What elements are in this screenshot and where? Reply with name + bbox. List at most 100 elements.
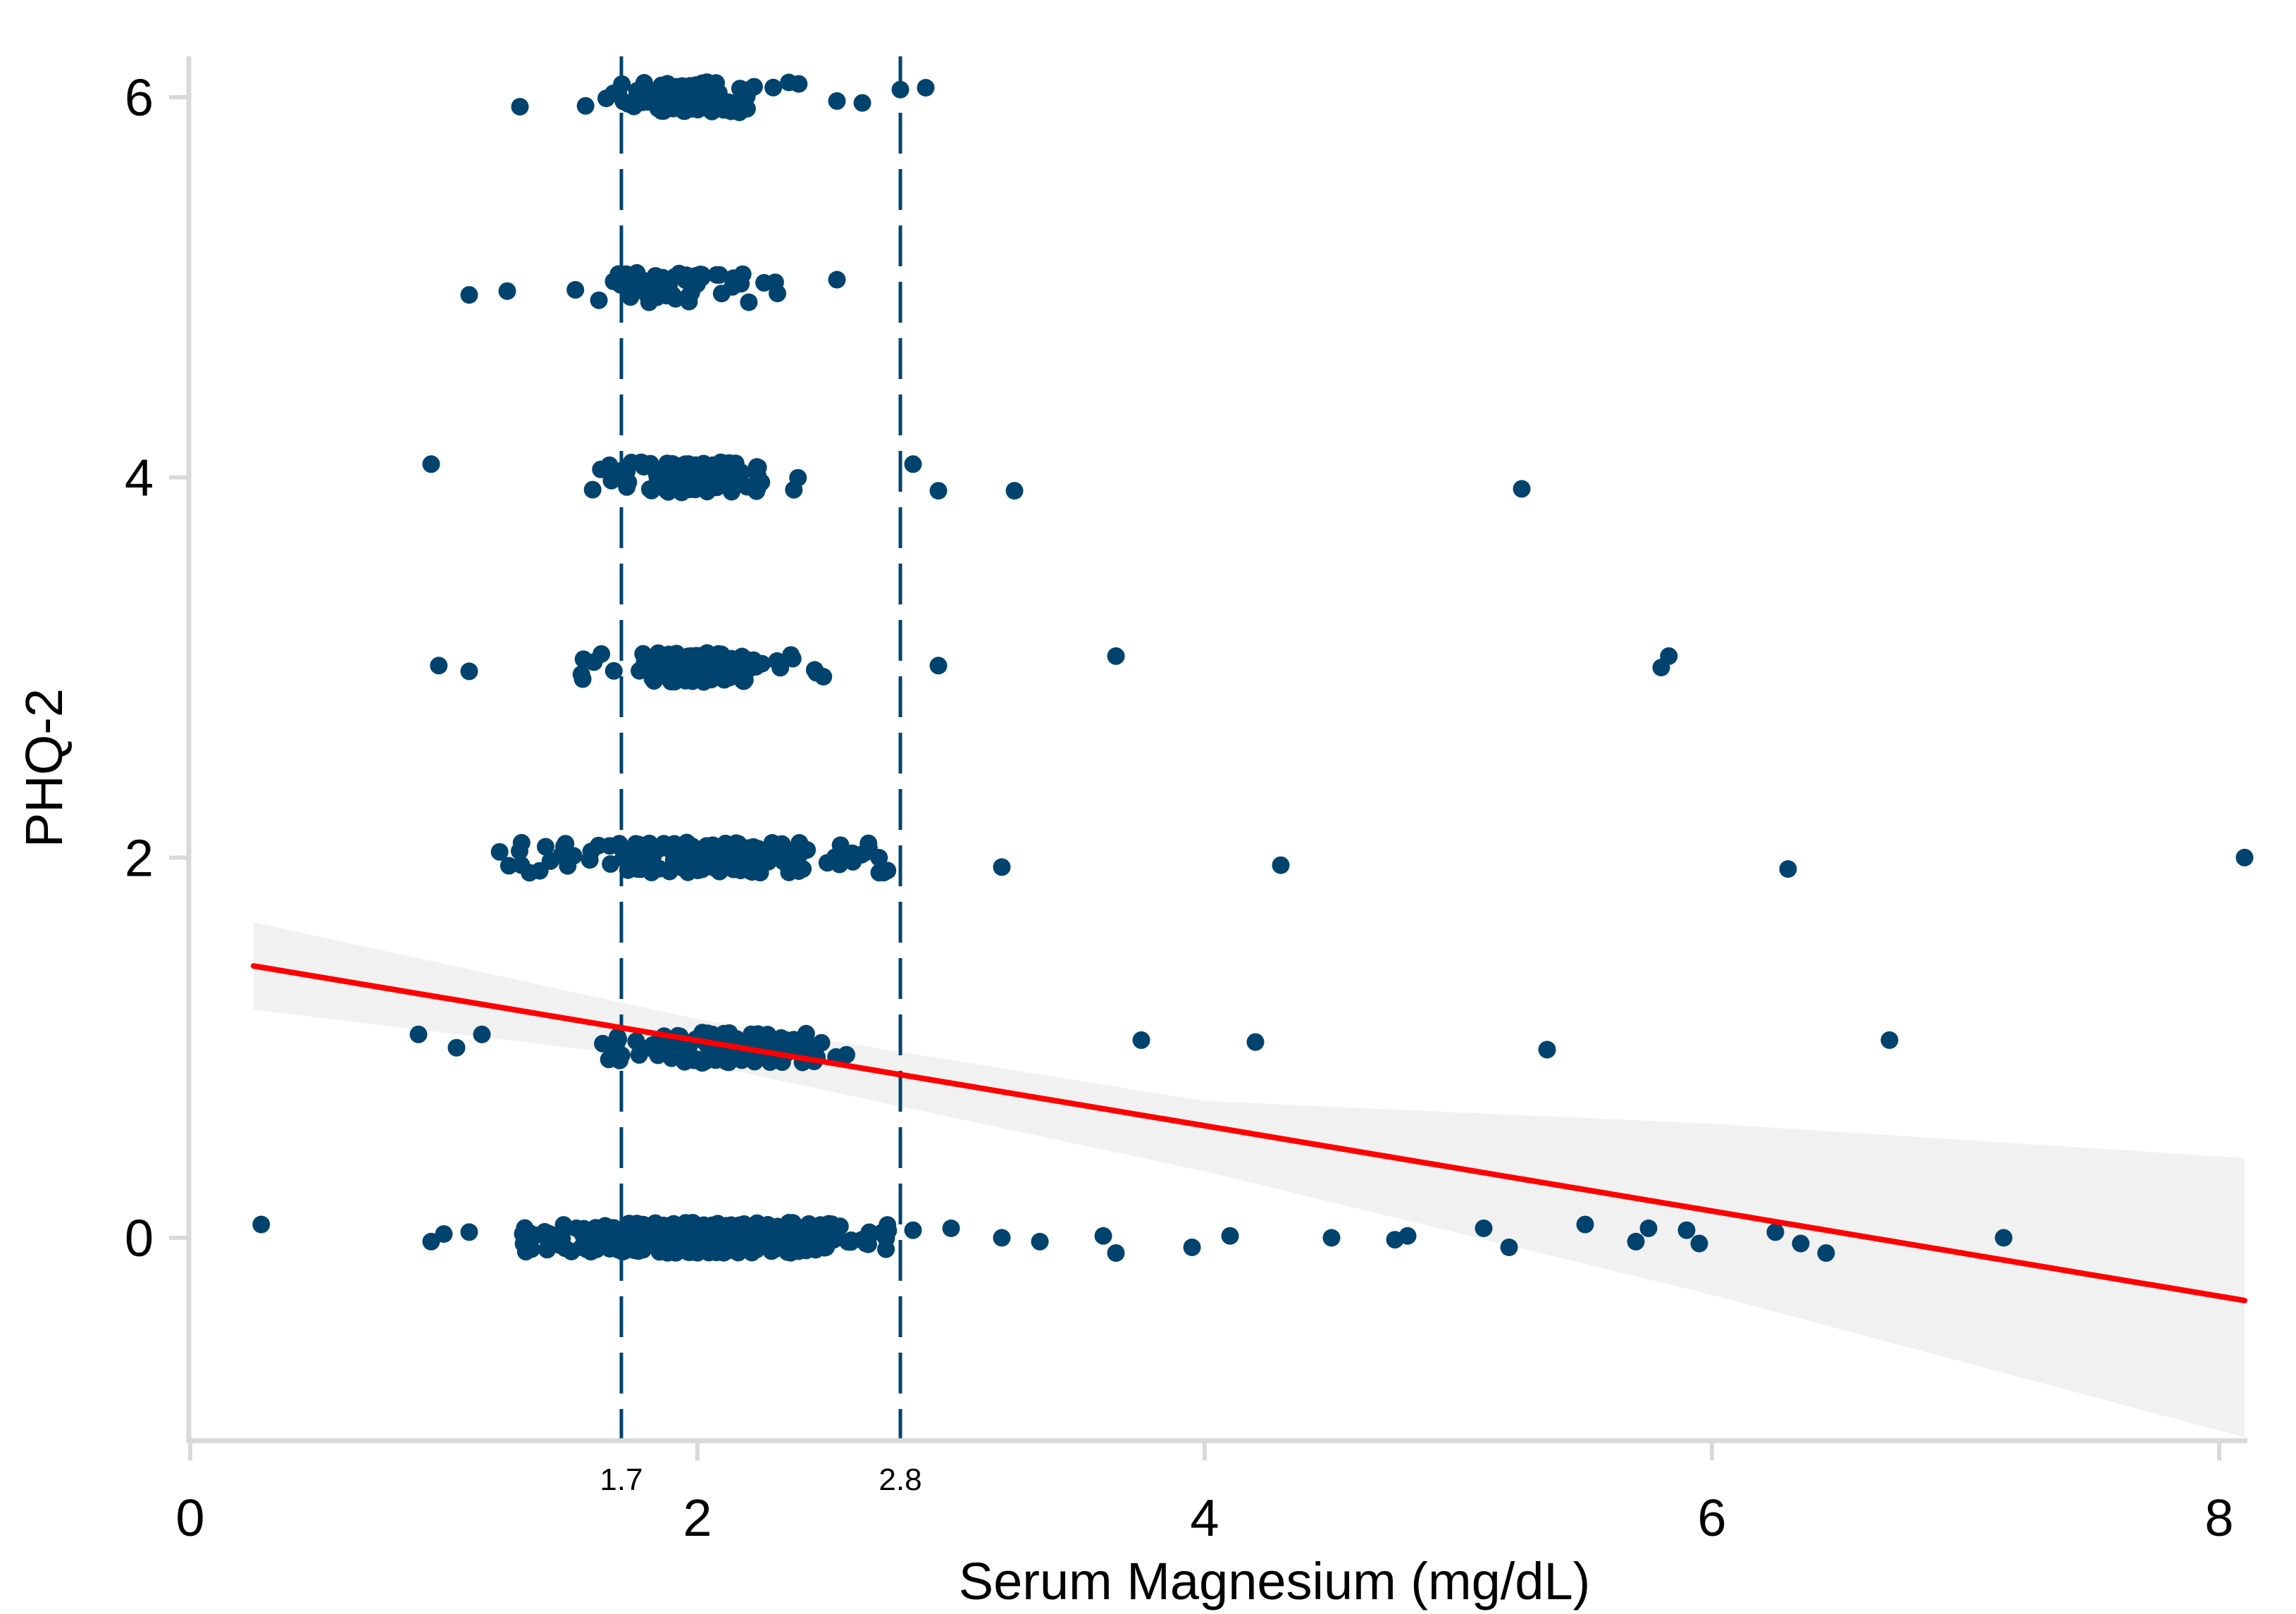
data-point [748,466,767,485]
data-point [640,1039,659,1057]
data-point [614,92,633,111]
x-tick-label: 8 [2204,1489,2233,1547]
data-point [733,265,752,283]
data-point [800,1215,818,1233]
data-point [771,659,790,677]
fit-line [251,963,2247,1304]
data-point [1031,1232,1049,1250]
data-point [2235,848,2254,867]
data-point [1272,856,1290,874]
data-point [658,273,676,292]
data-point [781,1228,800,1246]
data-point [712,462,730,480]
data-point [673,1241,691,1259]
data-point [604,1219,623,1237]
data-point [1132,1031,1150,1049]
data-point [764,78,783,97]
data-point [644,662,662,679]
data-point [790,862,808,880]
data-point [870,848,888,867]
data-point [555,838,573,856]
data-point [1107,1244,1125,1262]
data-point [740,293,758,311]
data-point [1677,1221,1696,1239]
data-point [650,859,669,878]
data-point [629,836,647,854]
data-point [807,1241,825,1259]
data-point [929,657,948,675]
data-point [627,1032,645,1050]
data-point [696,1053,714,1070]
data-point [638,93,657,111]
data-point [628,271,647,289]
data-point [498,282,516,300]
data-point [1183,1239,1201,1256]
data-point [722,101,740,119]
data-point [1398,1227,1417,1245]
data-point [917,79,935,97]
data-point [904,455,922,473]
data-point [1475,1219,1493,1237]
data-point [709,84,728,102]
data-points-layer [252,73,2254,1262]
data-point [769,285,786,302]
data-point [511,98,529,116]
data-point [635,74,653,92]
data-point [877,1240,895,1258]
data-point [1792,1234,1810,1253]
data-point [670,1219,688,1237]
confidence-band [254,922,2245,1438]
data-point [755,273,774,292]
data-point [685,1215,704,1234]
data-point [1766,1223,1785,1241]
data-point [576,97,595,115]
data-point [409,1025,428,1043]
data-point [1500,1239,1518,1256]
data-point [831,855,849,874]
data-point [664,455,682,473]
data-point [574,650,592,669]
data-point [761,1053,779,1072]
y-tick-label: 2 [125,828,154,887]
data-point [517,1240,535,1258]
data-point [659,645,678,664]
data-point [1880,1031,1899,1049]
data-point [512,856,530,874]
data-point [663,94,681,112]
data-point [690,650,709,668]
data-point [592,460,610,478]
data-point [581,851,599,869]
data-point [929,482,948,500]
data-point [662,1049,681,1067]
data-point [592,645,611,663]
reference-line-label: 2.8 [879,1463,921,1497]
data-point [1690,1234,1708,1253]
data-point [891,80,910,99]
data-point [511,842,528,860]
data-point [735,672,753,690]
data-point [904,1221,922,1239]
data-point [516,1219,534,1237]
data-point [773,835,791,853]
data-point [1094,1227,1112,1245]
data-point [780,73,798,92]
y-tick-label: 6 [125,68,154,127]
data-point [720,1239,738,1257]
reference-line-label: 1.7 [600,1463,643,1497]
data-point [1639,1219,1658,1237]
data-point [701,1241,719,1259]
data-point [747,657,765,676]
data-point [473,1025,491,1043]
data-point [600,837,619,855]
data-point [853,94,871,112]
data-point [751,864,769,882]
x-axis-title: Serum Magnesium (mg/dL) [959,1552,1591,1610]
data-point [794,841,812,859]
data-point [590,291,608,309]
data-point [435,1225,453,1243]
data-point [747,482,766,500]
data-point [710,266,728,284]
data-point [604,662,623,680]
data-point [609,1050,627,1069]
